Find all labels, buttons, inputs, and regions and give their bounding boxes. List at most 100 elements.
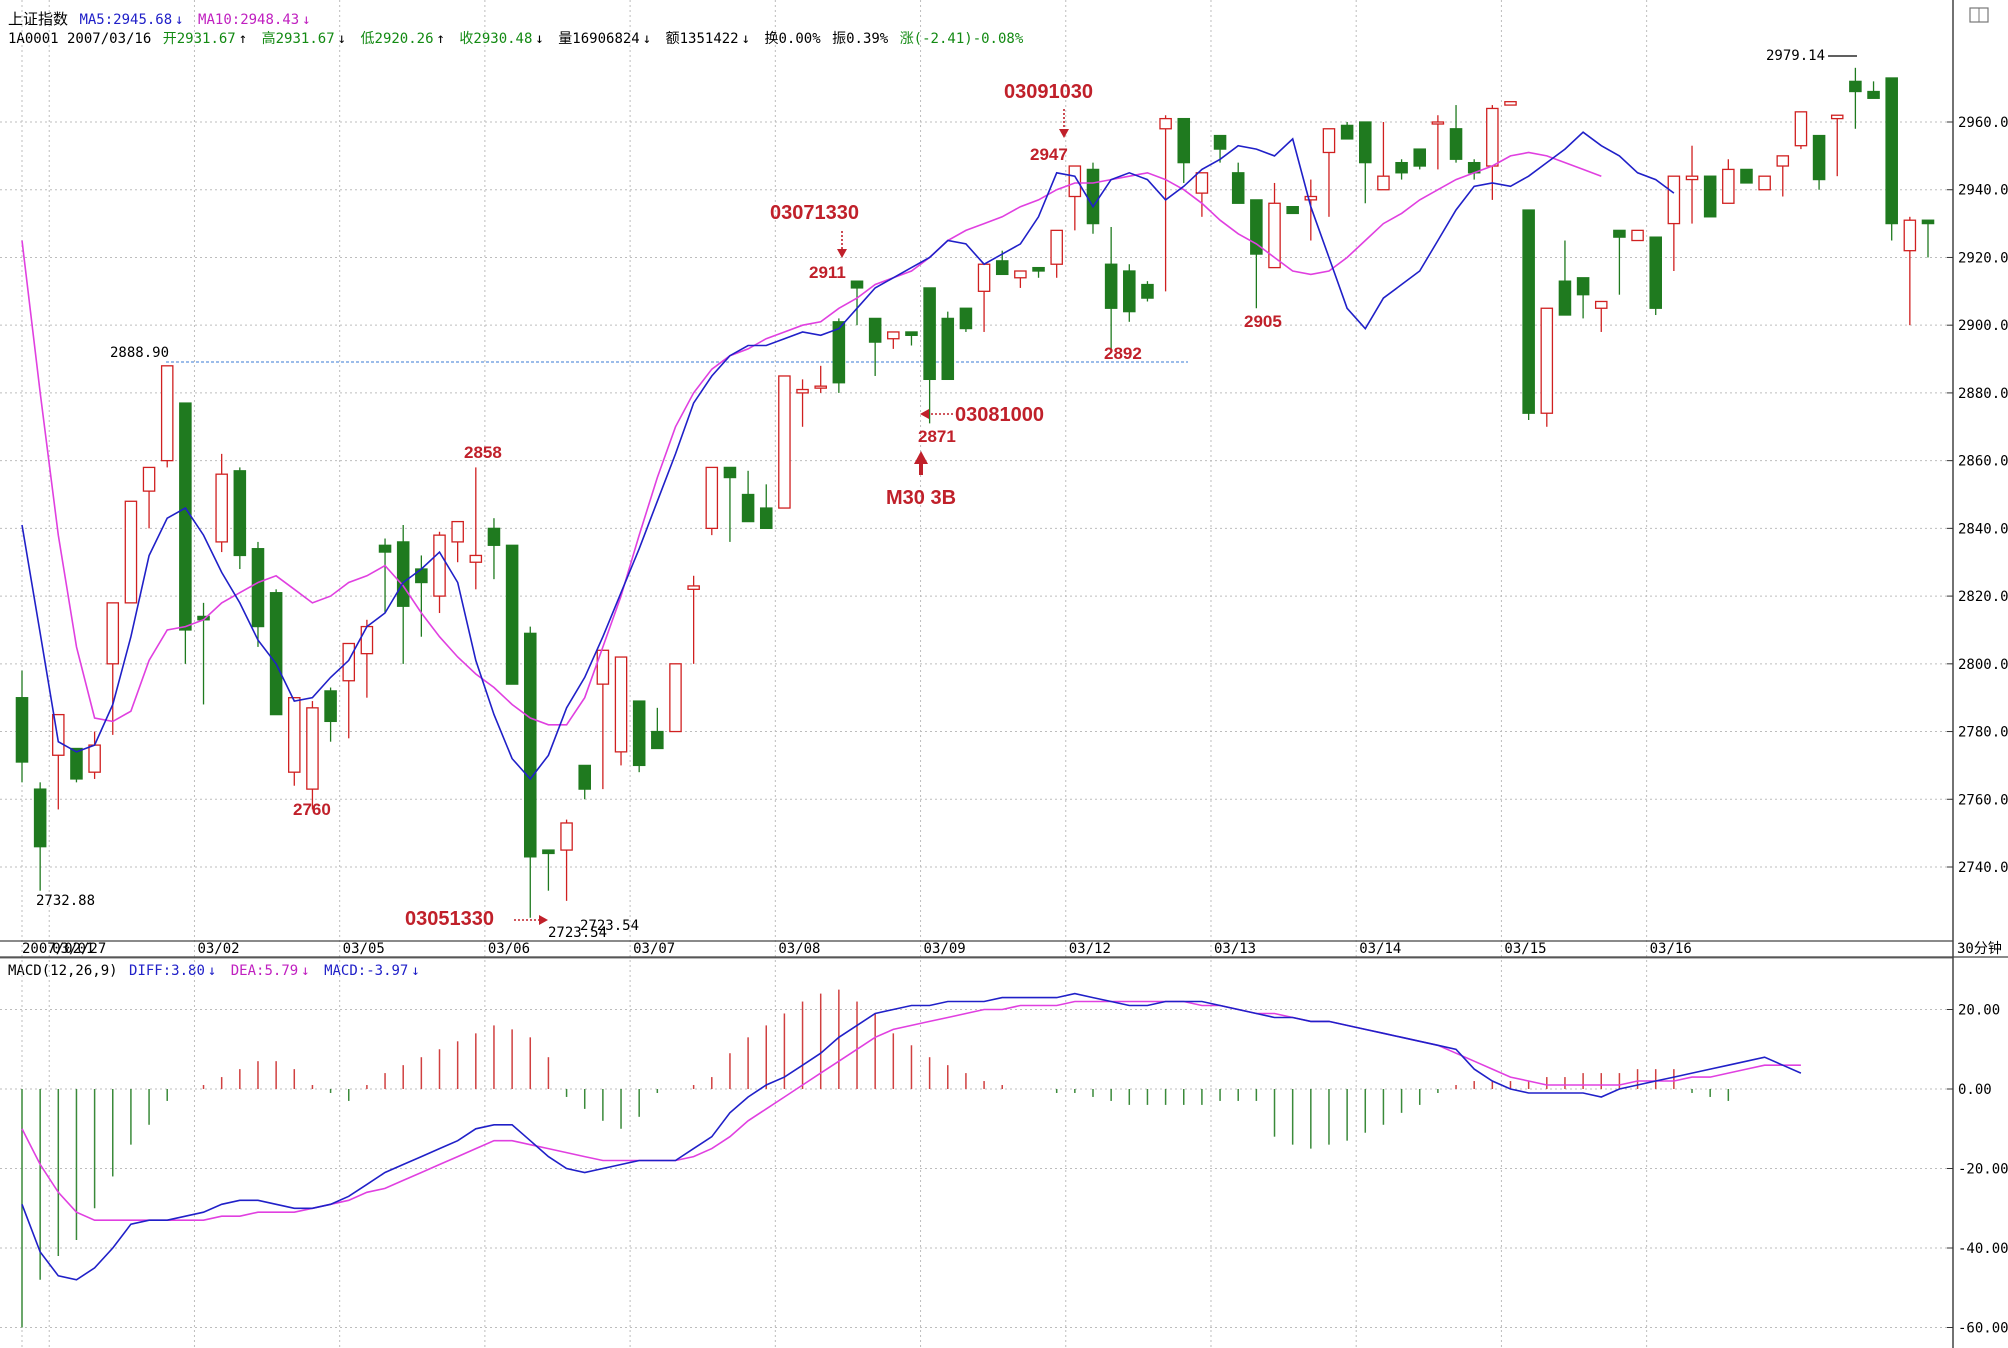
candle-body (687, 585, 700, 590)
candle-body (1649, 236, 1662, 309)
price-tick-label: 2800.0 (1958, 657, 2008, 673)
candle-body (1286, 206, 1299, 215)
time-tick-label: 03/16 (1650, 941, 1692, 957)
candle-body (160, 365, 174, 462)
candle-body (1486, 107, 1499, 167)
ann-2892: 2892 (1104, 344, 1142, 363)
candle-body (1377, 175, 1390, 191)
ann-m30-3b: M30 3B (886, 487, 956, 509)
candle-body (1921, 219, 1935, 225)
candle-body (396, 541, 410, 607)
label-2732: 2732.88 (36, 893, 95, 909)
ann-03081000: 03081000 (955, 404, 1044, 426)
candle-body (233, 470, 247, 557)
candle-body (1431, 121, 1445, 125)
candle-body (959, 307, 973, 330)
candle-body (850, 280, 864, 289)
candle-body (505, 544, 519, 685)
open-value: 开2931.67 ↑ (162, 31, 248, 47)
candle-body (1631, 229, 1644, 242)
time-tick-label: 03/08 (778, 941, 820, 957)
candle-body (1231, 172, 1245, 204)
candle-body (1159, 117, 1172, 130)
candle-body (542, 849, 555, 855)
price-tick-label: 2960.0 (1958, 115, 2008, 131)
time-tick-label: 03/02 (197, 941, 239, 957)
candle-body (1594, 300, 1608, 309)
candle-body (723, 466, 737, 479)
dea-line (21, 1000, 1801, 1221)
candle-body (669, 663, 682, 733)
price-tick-label: 2840.0 (1958, 521, 2008, 537)
candle-body (487, 527, 501, 546)
candle-body (778, 375, 791, 509)
candle-body (1613, 229, 1626, 238)
candle-body (596, 649, 610, 685)
candle-body (1740, 168, 1753, 184)
corner-icon[interactable] (1969, 7, 1989, 23)
candle-body (1722, 168, 1735, 204)
volume-value: 量16906824 ↓ (558, 31, 652, 47)
candle-body (1304, 195, 1318, 201)
candle-body (1812, 134, 1826, 181)
candle-body (124, 500, 138, 604)
macd-tick-label: -60.00 (1958, 1321, 2008, 1337)
ma10-line (21, 151, 1602, 726)
dea-value: DEA:5.79 ↓ (230, 963, 310, 979)
macd-params: MACD(12,26,9) (8, 963, 118, 979)
candle-body (469, 554, 483, 563)
candle-body (941, 317, 955, 381)
candle-body (1032, 266, 1045, 272)
amplitude-value: 振0.39% (832, 31, 889, 47)
candle-body (342, 642, 356, 682)
macd-tick-label: 0.00 (1958, 1082, 1992, 1098)
candle-body (1504, 101, 1517, 106)
candle-body (1703, 175, 1717, 218)
candle-body (651, 730, 664, 750)
code-date: 1A0001 2007/03/16 (8, 31, 152, 47)
time-tick-label: 03/14 (1359, 941, 1401, 957)
time-tick-label: 2007/02/27 (22, 941, 106, 957)
turnover-value: 换0.00% (764, 31, 821, 47)
candle-body (1794, 111, 1808, 147)
candle-body (887, 331, 900, 340)
label-2888: 2888.90 (110, 345, 169, 361)
grid (0, 0, 1953, 1348)
price-tick-label: 2940.0 (1958, 183, 2008, 199)
candle-body (33, 788, 47, 848)
label-2723-b: 2723.54 (548, 925, 607, 941)
candle-body (1358, 121, 1372, 164)
candle-body (1141, 283, 1154, 299)
price-tick-label: 2900.0 (1958, 318, 2008, 334)
candle-body (1177, 117, 1191, 164)
macd-tick-label: -40.00 (1958, 1241, 2008, 1257)
ann-2905: 2905 (1244, 312, 1282, 331)
candle-body (995, 260, 1009, 276)
ann-2760: 2760 (293, 800, 331, 819)
candle-body (306, 707, 319, 790)
label-2979: 2979.14 (1766, 48, 1825, 64)
candle-body (705, 466, 719, 530)
candle-body (905, 331, 918, 336)
candle-body (288, 697, 301, 773)
candle-body (1213, 134, 1227, 150)
macd-tick-label: 20.00 (1958, 1003, 2000, 1019)
price-tick-label: 2860.0 (1958, 454, 2008, 470)
period-label: 30分钟 (1957, 940, 2002, 957)
ann-2911: 2911 (809, 263, 846, 282)
candle-body (179, 402, 192, 631)
candle-body (433, 534, 446, 597)
candle-body (1576, 277, 1590, 296)
candle-body (1758, 175, 1771, 191)
price-tick-label: 2760.0 (1958, 792, 2008, 808)
candle-body (741, 493, 755, 523)
candle-body (1540, 307, 1554, 414)
candle-body (1903, 219, 1917, 252)
macd-header: MACD(12,26,9) DIFF:3.80 ↓ DEA:5.79 ↓ MACD:… (8, 962, 426, 980)
candle-body (1413, 148, 1427, 167)
time-tick-label: 03/01 (52, 941, 94, 957)
candle-body (578, 764, 592, 790)
